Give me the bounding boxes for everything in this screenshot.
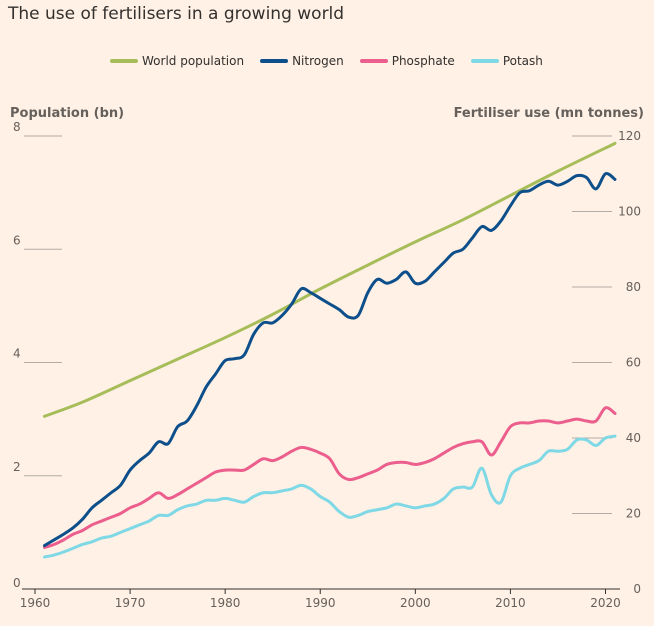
y-tick-right-60: 60 — [626, 356, 641, 370]
y-tick-left-6: 6 — [13, 233, 21, 247]
y-axis-right-label: Fertiliser use (mn tonnes) — [453, 106, 644, 121]
series-layer — [43, 141, 617, 559]
legend-item-potash: Potash — [470, 54, 543, 68]
series-line-phosphate — [43, 406, 617, 549]
series-line-world-population — [43, 141, 617, 418]
y-tick-left-2: 2 — [13, 460, 21, 474]
legend-swatch-phosphate — [359, 59, 388, 63]
y-tick-right-0: 0 — [633, 582, 641, 596]
legend-swatch-world-population — [110, 59, 138, 63]
legend-item-world-population: World population — [110, 54, 244, 68]
series-line-nitrogen — [43, 172, 617, 548]
legend-swatch-nitrogen — [260, 59, 289, 63]
y-tick-right-120: 120 — [618, 129, 641, 143]
y-tick-right-40: 40 — [626, 431, 641, 445]
series-line-potash — [43, 434, 617, 559]
chart-title: The use of fertilisers in a growing worl… — [8, 4, 345, 24]
x-tick-1960: 1960 — [20, 596, 51, 610]
legend-item-phosphate: Phosphate — [359, 54, 455, 68]
legend-label-nitrogen: Nitrogen — [292, 54, 344, 68]
legend: World population Nitrogen Phosphate Pota… — [110, 54, 559, 68]
legend-label-phosphate: Phosphate — [391, 54, 455, 68]
x-tick-2000: 2000 — [400, 596, 431, 610]
legend-label-world-population: World population — [142, 54, 245, 68]
x-tick-1970: 1970 — [115, 596, 146, 610]
y-tick-right-80: 80 — [626, 280, 641, 294]
legend-label-potash: Potash — [502, 54, 543, 68]
y-tick-left-8: 8 — [13, 120, 21, 134]
y-tick-right-20: 20 — [626, 507, 641, 521]
x-tick-2010: 2010 — [495, 596, 526, 610]
x-tick-1980: 1980 — [210, 596, 241, 610]
y-tick-right-100: 100 — [618, 205, 641, 219]
legend-item-nitrogen: Nitrogen — [260, 54, 344, 68]
y-axis-left-label: Population (bn) — [10, 106, 125, 121]
y-tick-left-4: 4 — [13, 347, 21, 361]
x-tick-2020: 2020 — [590, 596, 621, 610]
grid-layer — [22, 135, 620, 594]
y-tick-left-0: 0 — [13, 576, 21, 590]
legend-swatch-potash — [470, 59, 499, 63]
x-tick-1990: 1990 — [305, 596, 336, 610]
